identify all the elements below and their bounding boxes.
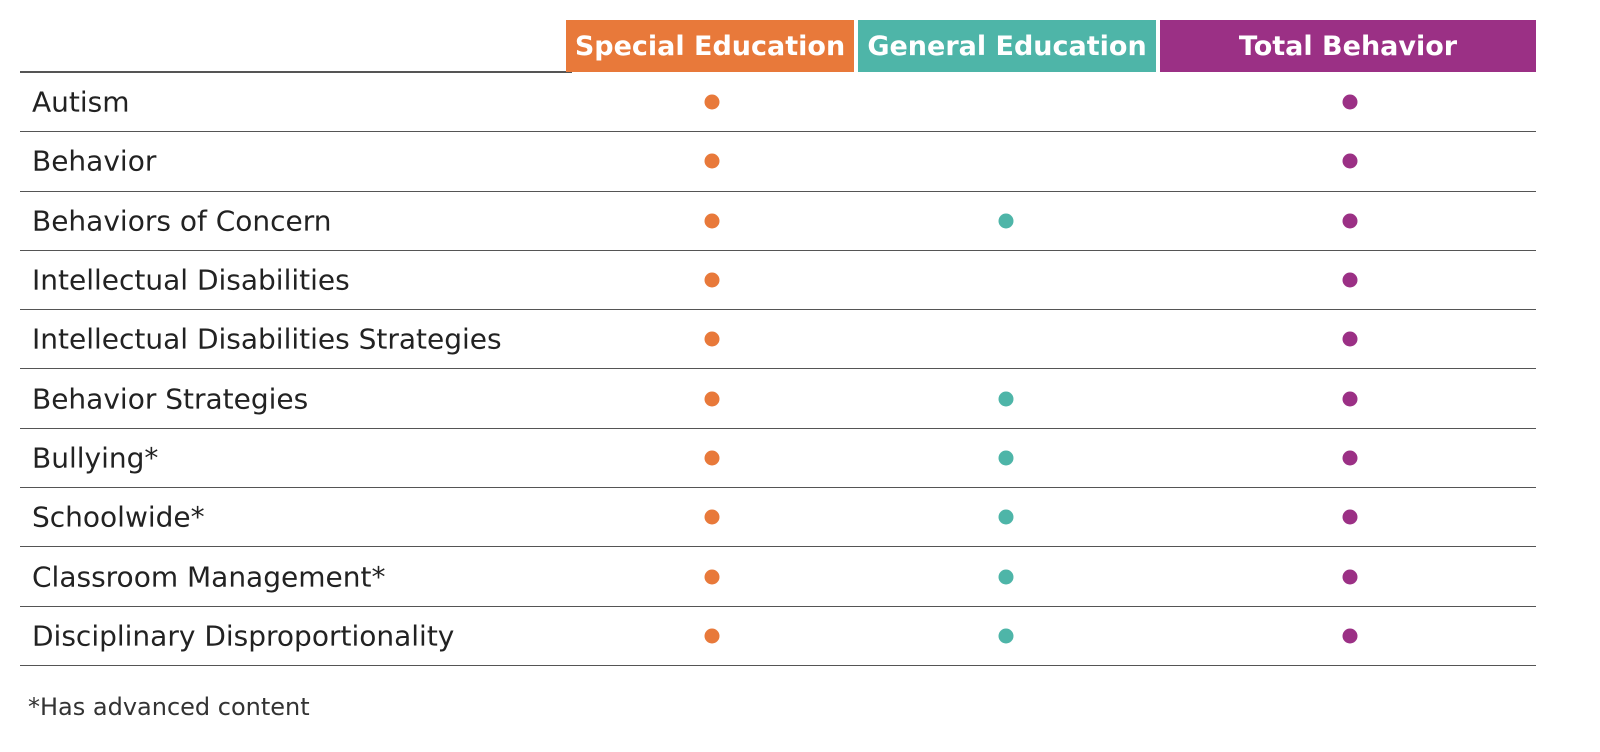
table-row: Intellectual Disabilities Strategies xyxy=(20,310,1536,370)
feature-table: Autism Behavior Behaviors of Concern Intell… xyxy=(20,73,1536,666)
table-row: Behavior xyxy=(20,132,1536,192)
row-label: Intellectual Disabilities Strategies xyxy=(32,322,502,356)
row-label: Intellectual Disabilities xyxy=(32,263,350,297)
special-availability-dot xyxy=(704,272,720,288)
table-row: Behaviors of Concern xyxy=(20,192,1536,251)
special-availability-dot xyxy=(704,569,720,585)
total-availability-dot xyxy=(1342,450,1358,466)
total-availability-dot xyxy=(1342,213,1358,229)
table-row: Autism xyxy=(20,73,1536,133)
row-label: Disciplinary Disproportionality xyxy=(32,619,455,653)
general-availability-dot xyxy=(998,569,1014,585)
row-label: Behaviors of Concern xyxy=(32,204,332,238)
header-underline xyxy=(20,71,572,73)
general-availability-dot xyxy=(998,213,1014,229)
column-header-label: Total Behavior xyxy=(1238,30,1458,62)
row-label: Behavior xyxy=(32,144,157,178)
row-label: Bullying* xyxy=(32,441,159,475)
general-availability-dot xyxy=(998,391,1014,407)
column-header-special-education: Special Education xyxy=(566,20,854,72)
special-availability-dot xyxy=(704,628,720,644)
total-availability-dot xyxy=(1342,272,1358,288)
row-label: Autism xyxy=(32,85,130,119)
table-row: Schoolwide* xyxy=(20,488,1536,548)
total-availability-dot xyxy=(1342,569,1358,585)
general-availability-dot xyxy=(998,628,1014,644)
special-availability-dot xyxy=(704,94,720,110)
general-availability-dot xyxy=(998,509,1014,525)
special-availability-dot xyxy=(704,509,720,525)
row-label: Schoolwide* xyxy=(32,500,205,534)
total-availability-dot xyxy=(1342,391,1358,407)
general-availability-dot xyxy=(998,450,1014,466)
column-header-label: Special Education xyxy=(574,30,846,62)
column-header-label: General Education xyxy=(867,30,1147,62)
table-row: Classroom Management* xyxy=(20,547,1536,607)
row-label: Behavior Strategies xyxy=(32,382,309,416)
row-label: Classroom Management* xyxy=(32,560,386,594)
special-availability-dot xyxy=(704,450,720,466)
total-availability-dot xyxy=(1342,331,1358,347)
footnote: *Has advanced content xyxy=(28,693,310,721)
table-row: Disciplinary Disproportionality xyxy=(20,607,1536,666)
special-availability-dot xyxy=(704,331,720,347)
column-header-total-behavior: Total Behavior xyxy=(1160,20,1536,72)
special-availability-dot xyxy=(704,391,720,407)
special-availability-dot xyxy=(704,213,720,229)
total-availability-dot xyxy=(1342,153,1358,169)
special-availability-dot xyxy=(704,153,720,169)
column-header-general-education: General Education xyxy=(858,20,1156,72)
total-availability-dot xyxy=(1342,628,1358,644)
total-availability-dot xyxy=(1342,509,1358,525)
table-row: Intellectual Disabilities xyxy=(20,251,1536,311)
table-row: Behavior Strategies xyxy=(20,369,1536,429)
total-availability-dot xyxy=(1342,94,1358,110)
table-row: Bullying* xyxy=(20,429,1536,489)
